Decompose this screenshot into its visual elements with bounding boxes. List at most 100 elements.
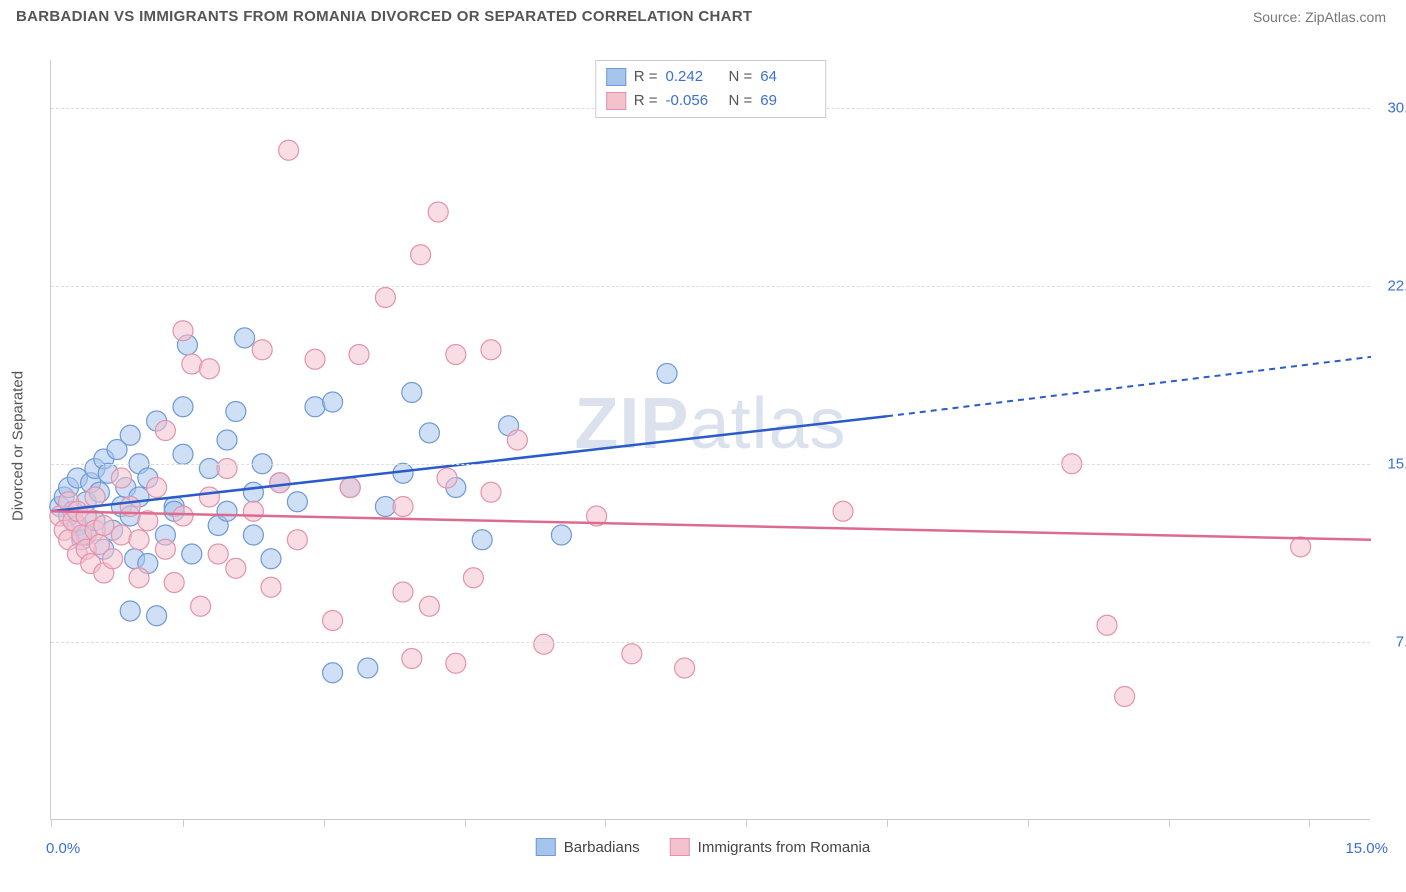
- data-point: [340, 478, 360, 498]
- data-point: [402, 383, 422, 403]
- data-point: [419, 423, 439, 443]
- data-point: [261, 549, 281, 569]
- gridline: [51, 464, 1370, 465]
- data-point: [358, 658, 378, 678]
- n-label: N =: [729, 89, 753, 113]
- data-point: [147, 606, 167, 626]
- data-point: [217, 430, 237, 450]
- data-point: [235, 328, 255, 348]
- data-point: [419, 596, 439, 616]
- data-point: [446, 653, 466, 673]
- data-point: [287, 492, 307, 512]
- x-tick: [1028, 819, 1029, 827]
- correlation-legend-row-2: R = -0.056 N = 69: [606, 89, 816, 113]
- legend-label-1: Barbadians: [564, 839, 640, 856]
- r-value-2: -0.056: [666, 89, 721, 113]
- data-point: [217, 459, 237, 479]
- data-point: [182, 544, 202, 564]
- n-value-2: 69: [760, 89, 815, 113]
- r-label: R =: [634, 89, 658, 113]
- data-point: [173, 397, 193, 417]
- data-point: [349, 345, 369, 365]
- data-point: [428, 202, 448, 222]
- data-point: [243, 525, 263, 545]
- data-point: [657, 364, 677, 384]
- chart-header: BARBADIAN VS IMMIGRANTS FROM ROMANIA DIV…: [0, 0, 1406, 35]
- x-tick: [746, 819, 747, 827]
- data-point: [393, 497, 413, 517]
- data-point: [120, 425, 140, 445]
- data-point: [270, 473, 290, 493]
- y-tick-label: 15.0%: [1375, 455, 1406, 472]
- gridline: [51, 286, 1370, 287]
- data-point: [323, 611, 343, 631]
- data-point: [199, 459, 219, 479]
- data-point: [111, 468, 131, 488]
- x-tick: [887, 819, 888, 827]
- data-point: [472, 530, 492, 550]
- data-point: [446, 345, 466, 365]
- data-point: [103, 549, 123, 569]
- data-point: [305, 397, 325, 417]
- chart-title: BARBADIAN VS IMMIGRANTS FROM ROMANIA DIV…: [16, 8, 752, 25]
- data-point: [481, 482, 501, 502]
- regression-line-extrapolated: [887, 357, 1371, 416]
- r-label: R =: [634, 65, 658, 89]
- legend-item-romania: Immigrants from Romania: [670, 838, 871, 856]
- data-point: [226, 402, 246, 422]
- correlation-legend-row-1: R = 0.242 N = 64: [606, 65, 816, 89]
- data-point: [393, 582, 413, 602]
- legend-label-2: Immigrants from Romania: [698, 839, 871, 856]
- data-point: [279, 140, 299, 160]
- data-point: [437, 468, 457, 488]
- data-point: [1097, 615, 1117, 635]
- data-point: [675, 658, 695, 678]
- data-point: [199, 359, 219, 379]
- x-tick: [51, 819, 52, 827]
- data-point: [85, 487, 105, 507]
- y-axis-label: Divorced or Separated: [10, 371, 27, 521]
- data-point: [155, 539, 175, 559]
- plot-svg: [51, 60, 1370, 819]
- legend-swatch-blue-icon: [536, 838, 556, 856]
- data-point: [208, 544, 228, 564]
- data-point: [129, 568, 149, 588]
- data-point: [551, 525, 571, 545]
- x-tick: [465, 819, 466, 827]
- data-point: [94, 516, 114, 536]
- x-axis-min-label: 0.0%: [46, 840, 80, 857]
- series-legend: Barbadians Immigrants from Romania: [536, 838, 870, 856]
- y-tick-label: 7.5%: [1375, 633, 1406, 650]
- chart-source: Source: ZipAtlas.com: [1253, 9, 1386, 25]
- data-point: [534, 634, 554, 654]
- x-tick: [1309, 819, 1310, 827]
- n-value-1: 64: [760, 65, 815, 89]
- x-tick: [183, 819, 184, 827]
- data-point: [173, 444, 193, 464]
- data-point: [173, 506, 193, 526]
- data-point: [375, 288, 395, 308]
- data-point: [129, 530, 149, 550]
- data-point: [199, 487, 219, 507]
- data-point: [243, 482, 263, 502]
- data-point: [243, 501, 263, 521]
- data-point: [182, 354, 202, 374]
- y-tick-label: 30.0%: [1375, 99, 1406, 116]
- data-point: [375, 497, 395, 517]
- gridline: [51, 642, 1370, 643]
- data-point: [622, 644, 642, 664]
- data-point: [147, 478, 167, 498]
- data-point: [261, 577, 281, 597]
- data-point: [323, 663, 343, 683]
- data-point: [481, 340, 501, 360]
- data-point: [323, 392, 343, 412]
- n-label: N =: [729, 65, 753, 89]
- data-point: [120, 601, 140, 621]
- y-tick-label: 22.5%: [1375, 277, 1406, 294]
- data-point: [305, 349, 325, 369]
- x-axis-max-label: 15.0%: [1345, 840, 1388, 857]
- data-point: [1115, 687, 1135, 707]
- data-point: [833, 501, 853, 521]
- legend-item-barbadians: Barbadians: [536, 838, 640, 856]
- x-tick: [1169, 819, 1170, 827]
